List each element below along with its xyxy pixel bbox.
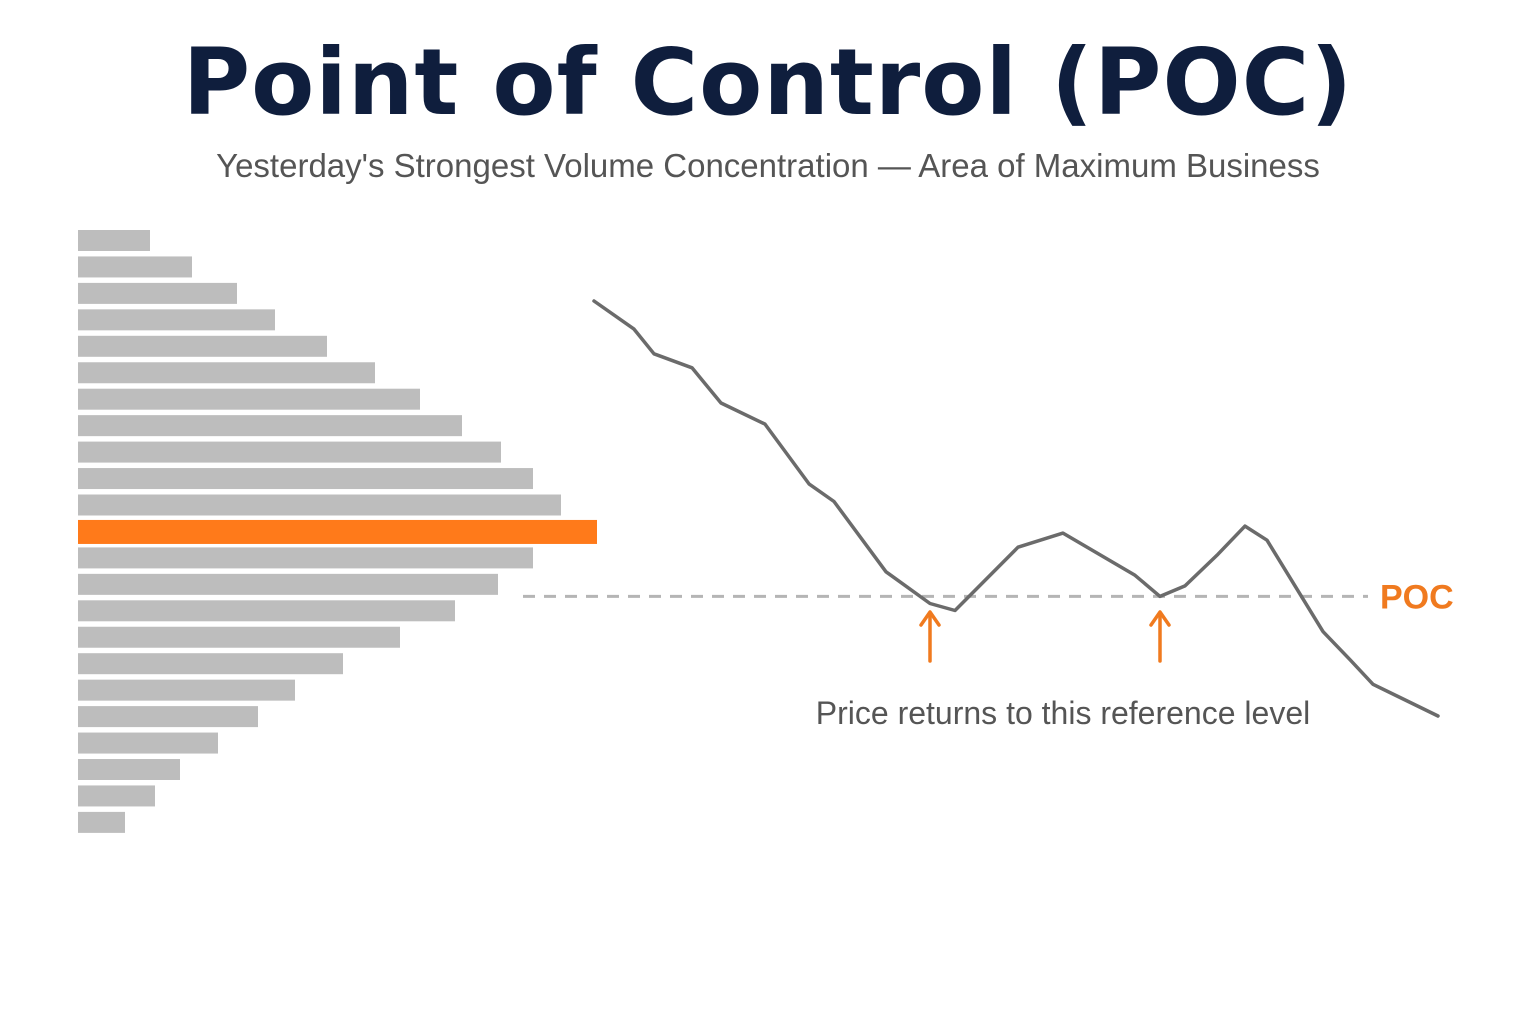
price-path-line bbox=[592, 299, 1440, 718]
volume-bar bbox=[78, 362, 375, 384]
volume-bar bbox=[78, 335, 327, 357]
volume-bar bbox=[78, 494, 561, 516]
volume-bar bbox=[78, 732, 218, 754]
volume-bar bbox=[78, 441, 501, 463]
volume-bar bbox=[78, 626, 400, 648]
volume-bar bbox=[78, 256, 192, 278]
volume-bar bbox=[78, 759, 180, 780]
volume-bar bbox=[78, 653, 343, 675]
poc-volume-bar bbox=[78, 519, 597, 544]
volume-bar bbox=[78, 679, 295, 701]
volume-bar bbox=[78, 230, 150, 251]
volume-bar bbox=[78, 573, 498, 595]
poc-label: POC bbox=[1380, 578, 1454, 616]
volume-bar bbox=[78, 468, 533, 490]
volume-bar bbox=[78, 415, 462, 437]
volume-bar bbox=[78, 811, 125, 833]
annotation-caption: Price returns to this reference level bbox=[816, 695, 1310, 731]
volume-bar bbox=[78, 547, 533, 569]
volume-bar bbox=[78, 785, 155, 807]
page-subtitle: Yesterday's Strongest Volume Concentrati… bbox=[216, 147, 1320, 184]
volume-bar bbox=[78, 706, 258, 728]
page-title: Point of Control (POC) bbox=[182, 29, 1354, 136]
volume-bar bbox=[78, 388, 420, 410]
volume-bar bbox=[78, 600, 455, 622]
touch-arrows bbox=[919, 610, 1171, 663]
volume-bar bbox=[78, 309, 275, 331]
up-arrow-icon bbox=[919, 610, 941, 663]
volume-profile bbox=[78, 230, 597, 833]
volume-bar bbox=[78, 282, 237, 304]
up-arrow-icon bbox=[1149, 610, 1171, 663]
